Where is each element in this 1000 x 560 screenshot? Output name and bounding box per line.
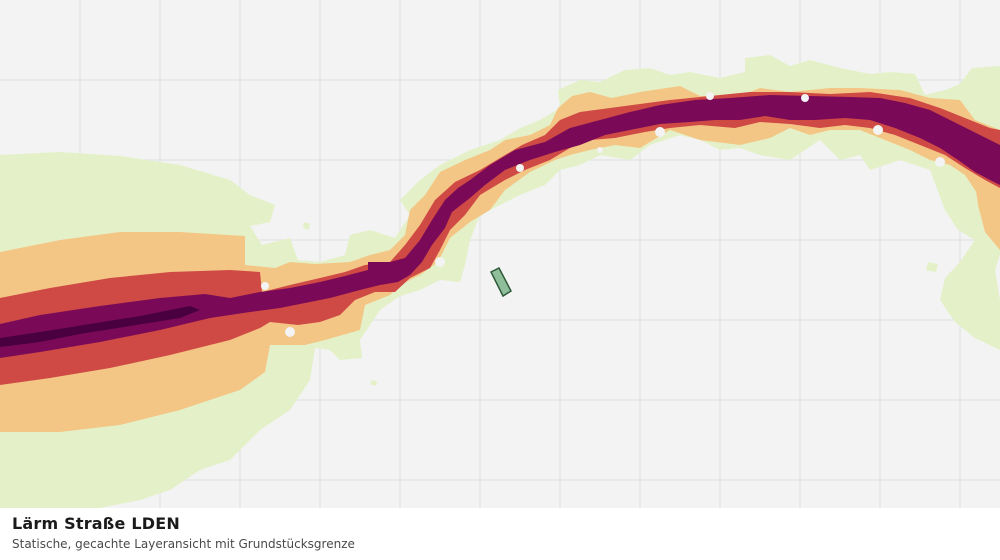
noise-zone-gaps — [261, 92, 945, 337]
map-view[interactable] — [0, 0, 1000, 508]
map-canvas — [0, 0, 1000, 508]
layer-caption: Lärm Straße LDEN Statische, gecachte Lay… — [0, 508, 1000, 560]
parcel-boundary[interactable] — [489, 266, 512, 298]
noise-zone-very-high — [0, 95, 1000, 358]
noise-zone-low — [0, 55, 1000, 508]
noise-zone-extreme — [0, 306, 200, 347]
layer-subtitle: Statische, gecachte Layeransicht mit Gru… — [12, 537, 355, 551]
layer-title: Lärm Straße LDEN — [12, 514, 180, 533]
